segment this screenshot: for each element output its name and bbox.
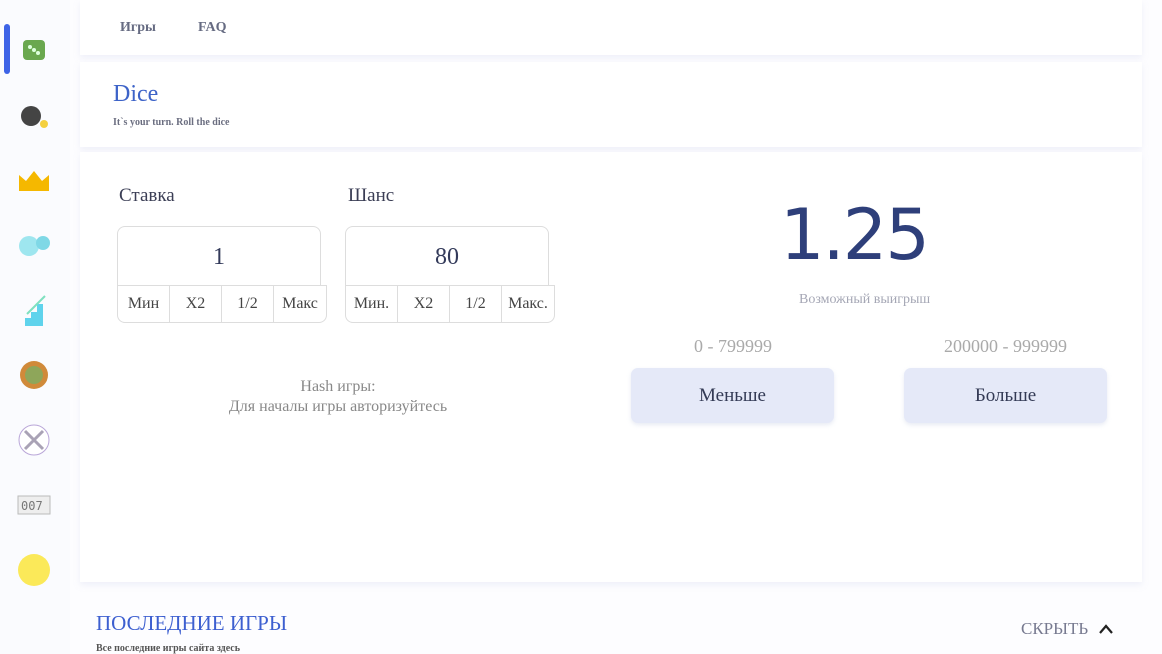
swords-icon[interactable] xyxy=(17,423,51,457)
chevron-up-icon xyxy=(1099,624,1113,634)
hash-info: Hash игры: Для началы игры авторизуйтесь xyxy=(180,377,496,417)
bet-label: Ставка xyxy=(119,185,175,206)
game-panel: Ставка 1 Мин X2 1/2 Макс Шанс 80 Мин. X2… xyxy=(80,152,1142,582)
dice-icon[interactable] xyxy=(17,32,51,66)
bet-half-button[interactable]: 1/2 xyxy=(222,286,274,322)
bet-max-button[interactable]: Макс xyxy=(282,295,318,312)
page-title: Dice xyxy=(113,81,159,107)
page-subtitle: It`s your turn. Roll the dice xyxy=(113,117,230,128)
chance-label: Шанс xyxy=(348,185,395,206)
active-indicator xyxy=(4,24,10,74)
recent-games-title: ПОСЛЕДНИЕ ИГРЫ xyxy=(96,611,288,635)
hide-label: СКРЫТЬ xyxy=(1021,619,1089,638)
stairs-icon[interactable] xyxy=(17,294,51,328)
top-nav: Игры FAQ xyxy=(80,0,1142,55)
bet-x2-button[interactable]: X2 xyxy=(170,286,222,322)
roulette-icon[interactable] xyxy=(17,358,51,392)
bet-input[interactable]: 1 xyxy=(117,226,321,286)
bomb-icon[interactable] xyxy=(17,98,51,132)
chance-half-button[interactable]: 1/2 xyxy=(450,286,502,322)
chance-input[interactable]: 80 xyxy=(345,226,549,286)
hash-text: Для началы игры авторизуйтесь xyxy=(228,398,448,415)
less-button[interactable]: Меньше xyxy=(631,368,834,423)
nav-games[interactable]: Игры xyxy=(120,20,156,35)
chance-max-button[interactable]: Макс. xyxy=(508,295,548,312)
sidebar: 007 xyxy=(0,0,70,654)
bet-min-button[interactable]: Мин xyxy=(118,286,170,322)
hide-button[interactable]: СКРЫТЬ xyxy=(1021,619,1114,639)
more-button[interactable]: Больше xyxy=(904,368,1107,423)
bet-buttons: Мин X2 1/2 Макс xyxy=(117,285,327,323)
multiplier-value: 1.25 xyxy=(780,194,930,276)
game-header: Dice It`s your turn. Roll the dice xyxy=(80,62,1142,147)
possible-win-label: Возможный выигрыш xyxy=(799,292,931,307)
chance-buttons: Мин. X2 1/2 Макс. xyxy=(345,285,555,323)
recent-games-subtitle: Все последние игры сайта здесь xyxy=(96,643,241,654)
chance-min-button[interactable]: Мин. xyxy=(346,286,398,322)
nav-faq[interactable]: FAQ xyxy=(198,20,227,35)
less-range: 0 - 799999 xyxy=(694,336,772,356)
bubbles-icon[interactable] xyxy=(17,228,51,262)
crown-icon[interactable] xyxy=(17,163,51,197)
svg-text:007: 007 xyxy=(21,499,43,513)
chance-x2-button[interactable]: X2 xyxy=(398,286,450,322)
more-range: 200000 - 999999 xyxy=(944,336,1067,356)
slot-counter-icon[interactable]: 007 xyxy=(17,488,51,522)
hash-label: Hash игры: xyxy=(300,378,376,395)
coin-icon[interactable] xyxy=(17,553,51,587)
